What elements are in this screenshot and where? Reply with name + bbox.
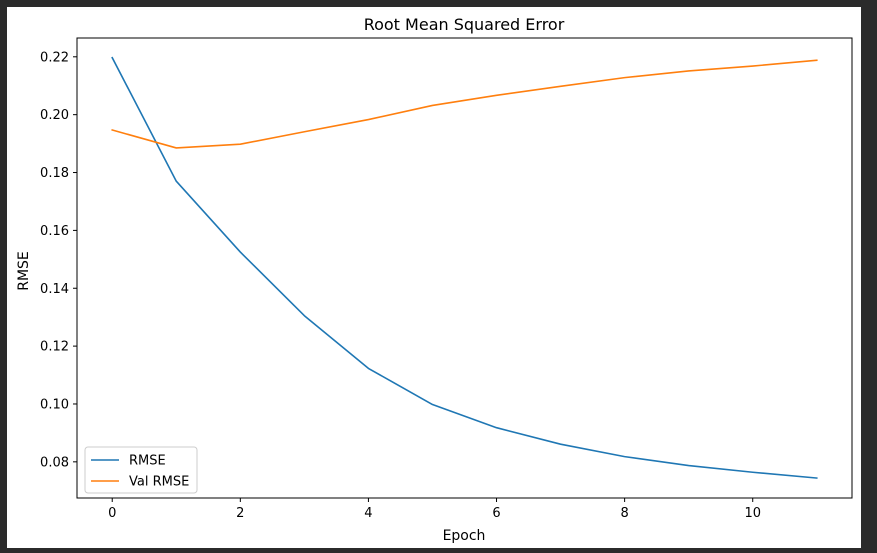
y-tick-label: 0.20 [40, 108, 69, 123]
series-line-rmse [111, 56, 818, 479]
x-axis-label: Epoch [443, 528, 486, 544]
x-tick-label: 10 [744, 506, 761, 521]
legend-label-val-rmse: Val RMSE [129, 475, 189, 490]
x-tick-label: 8 [620, 506, 628, 521]
rmse-line-chart: Root Mean Squared Error 0 2 4 6 8 100.080.100… [16, 15, 853, 544]
y-tick-label: 0.16 [40, 224, 69, 239]
y-tick-label: 0.10 [40, 397, 69, 412]
x-tick-label: 6 [492, 506, 500, 521]
axes-frame [76, 37, 853, 499]
plot-area: 0 2 4 6 8 10 0.08 0.10 0.12 0.14 0.16 0.18 0.20 0.22 [40, 37, 853, 521]
x-tick-label: 0 [108, 506, 116, 521]
x-tick-label: 4 [364, 506, 372, 521]
x-tick-label: 2 [236, 506, 244, 521]
y-axis-label: RMSE [16, 251, 32, 291]
y-tick-label: 0.18 [40, 166, 69, 181]
legend-label-rmse: RMSE [129, 454, 166, 469]
y-tick-label: 0.08 [40, 455, 69, 470]
y-tick-label: 0.22 [40, 50, 69, 65]
y-tick-label: 0.14 [40, 282, 69, 297]
chart-title: Root Mean Squared Error [364, 15, 565, 34]
series-line-val-rmse [111, 59, 818, 149]
figure-canvas: Root Mean Squared Error 0 2 4 6 8 10 0.08 0.10 0… [7, 7, 861, 548]
y-tick-label: 0.12 [40, 340, 69, 355]
legend: RMSE Val RMSE [84, 446, 198, 494]
